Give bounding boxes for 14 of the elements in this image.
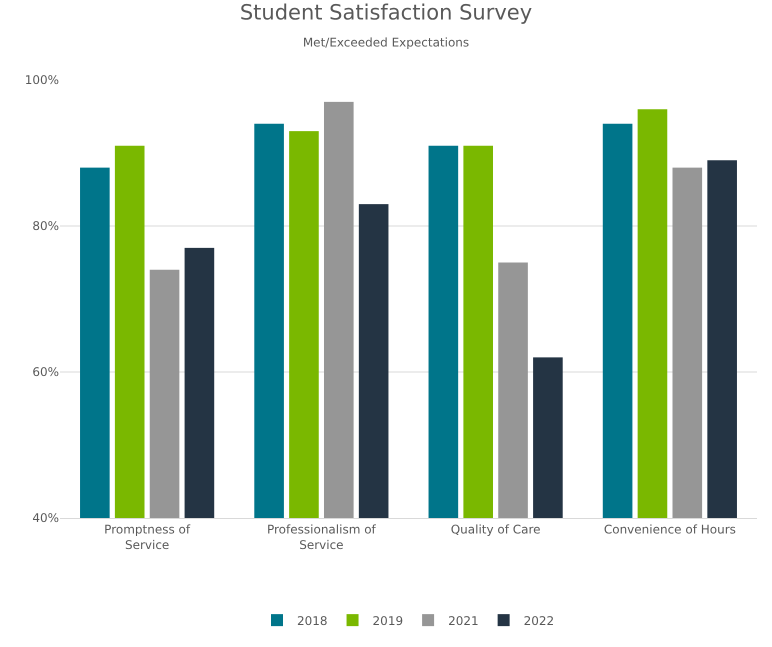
x-tick-label: Quality of Care [450, 522, 541, 536]
x-tick-label: Promptness of Service [104, 522, 191, 552]
chart-subtitle: Met/Exceeded Expectations [302, 36, 470, 50]
legend-label: 2021 [448, 614, 479, 628]
legend-label: 2018 [297, 614, 328, 628]
y-tick-label: 60% [32, 365, 59, 380]
legend-label: 2022 [524, 614, 554, 628]
y-tick-label: 100% [24, 73, 59, 88]
legend-label: 2019 [372, 614, 404, 628]
y-tick-label: 40% [32, 511, 59, 526]
chart-title: Student Satisfaction Survey [240, 0, 532, 24]
x-tick-label: Convenience of Hours [604, 522, 736, 536]
x-tick-label: Professionalism of Service [266, 522, 377, 552]
y-tick-label: 80% [32, 219, 59, 234]
